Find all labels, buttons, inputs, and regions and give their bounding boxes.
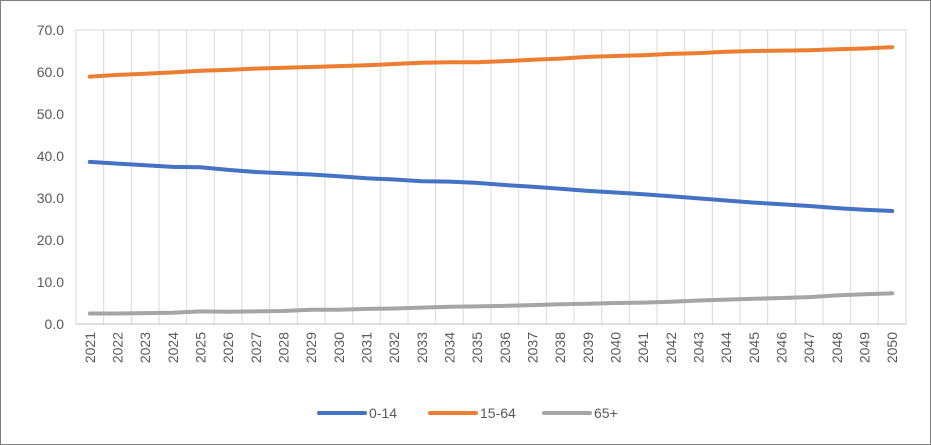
- legend: 0-14 15-64 65+: [317, 405, 618, 421]
- x-tick-label: 2031: [359, 332, 375, 363]
- y-tick-label: 20.0: [37, 232, 64, 248]
- x-tick-label: 2037: [525, 332, 541, 363]
- x-tick-label: 2049: [857, 332, 873, 363]
- x-tick-label: 2030: [331, 332, 347, 363]
- x-tick-label: 2042: [663, 332, 679, 363]
- x-tick-label: 2038: [552, 332, 568, 363]
- y-tick-label: 40.0: [37, 148, 64, 164]
- x-tick-label: 2036: [497, 332, 513, 363]
- x-tick-label: 2047: [801, 332, 817, 363]
- x-tick-label: 2035: [469, 332, 485, 363]
- x-tick-label: 2029: [303, 332, 319, 363]
- x-tick-label: 2025: [193, 332, 209, 363]
- y-tick-label: 60.0: [37, 64, 64, 80]
- y-tick-label: 10.0: [37, 274, 64, 290]
- x-tick-label: 2040: [608, 332, 624, 363]
- x-tick-label: 2046: [774, 332, 790, 363]
- series-lines: [87, 45, 895, 316]
- x-tick-label: 2023: [137, 332, 153, 363]
- y-tick-label: 30.0: [37, 190, 64, 206]
- series-line-65+: [87, 291, 895, 316]
- y-tick-label: 70.0: [37, 22, 64, 38]
- x-tick-label: 2033: [414, 332, 430, 363]
- x-tick-label: 2044: [718, 332, 734, 363]
- gridlines: [103, 30, 879, 324]
- legend-label: 15-64: [480, 405, 516, 421]
- y-axis-tick-labels: 0.0 10.0 20.0 30.0 40.0 50.0 60.0 70.0: [37, 22, 64, 332]
- x-tick-label: 2027: [248, 332, 264, 363]
- x-tick-label: 2039: [580, 332, 596, 363]
- series-line-15-64: [87, 45, 895, 79]
- x-tick-label: 2043: [691, 332, 707, 363]
- y-tick-label: 50.0: [37, 106, 64, 122]
- x-tick-label: 2032: [386, 332, 402, 363]
- x-tick-label: 2041: [635, 332, 651, 363]
- x-axis-tick-labels: 2021 2022 2023 2024 2025 2026 2027 2028 2029 2030…: [82, 332, 900, 363]
- x-tick-label: 2022: [110, 332, 126, 363]
- x-tick-label: 2024: [165, 332, 181, 363]
- legend-label: 0-14: [369, 405, 397, 421]
- legend-label: 65+: [594, 405, 618, 421]
- x-tick-label: 2026: [220, 332, 236, 363]
- x-tick-label: 2045: [746, 332, 762, 363]
- x-tick-label: 2021: [82, 332, 98, 363]
- y-tick-label: 0.0: [45, 316, 65, 332]
- x-tick-label: 2048: [829, 332, 845, 363]
- x-tick-label: 2028: [276, 332, 292, 363]
- series-line-0-14: [87, 159, 895, 213]
- x-tick-label: 2050: [884, 332, 900, 363]
- x-tick-label: 2034: [442, 332, 458, 363]
